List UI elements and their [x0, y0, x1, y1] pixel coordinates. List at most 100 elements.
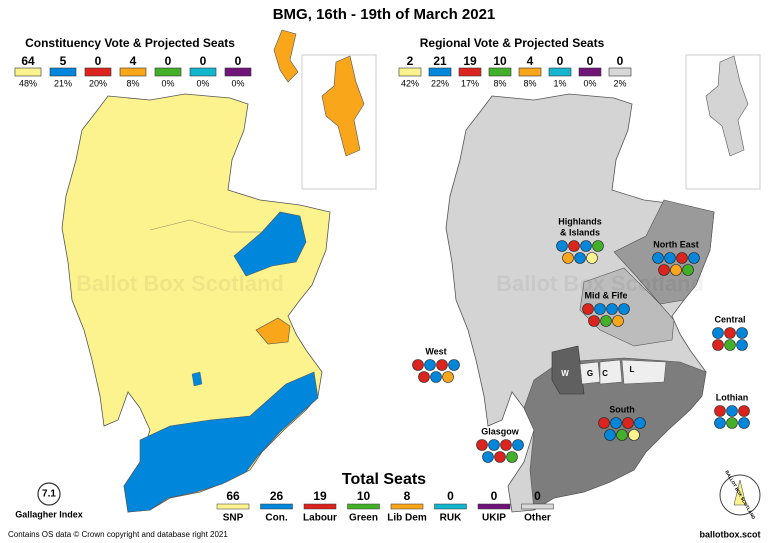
vote-share: 1% [553, 78, 566, 88]
seat [430, 371, 442, 383]
total-seats: 19 [313, 489, 327, 503]
seat [482, 451, 494, 463]
seat [586, 252, 598, 264]
party-bar [347, 503, 380, 510]
seat-count: 21 [433, 54, 447, 68]
seat-count: 4 [130, 54, 137, 68]
region-label: West [425, 346, 446, 356]
vote-share: 8% [523, 78, 536, 88]
vote-share: 21% [54, 78, 72, 88]
vote-share: 22% [431, 78, 449, 88]
seat [574, 252, 586, 264]
total-seats: 0 [534, 489, 541, 503]
region-label: Central [714, 314, 745, 324]
seat [562, 252, 574, 264]
seat [676, 252, 688, 264]
vote-share: 0% [196, 78, 209, 88]
party-bar [224, 67, 252, 77]
region-label: South [609, 404, 635, 414]
seat-count: 0 [587, 54, 594, 68]
party-name: RUK [440, 513, 462, 524]
party-bar [477, 503, 511, 510]
seat [712, 327, 724, 339]
vote-share: 2% [613, 78, 626, 88]
seat [664, 252, 676, 264]
party-bar [216, 503, 250, 510]
party-name: UKIP [482, 513, 506, 524]
region-label: & Islands [560, 227, 600, 237]
seat [512, 439, 524, 451]
vote-share: 42% [401, 78, 419, 88]
regional-title: Regional Vote & Projected Seats [420, 36, 605, 50]
party-name: Other [524, 513, 551, 524]
seat-count: 0 [200, 54, 207, 68]
seat-count: 5 [60, 54, 67, 68]
brand-logo [719, 474, 761, 516]
region-label: North East [653, 239, 699, 249]
party-bar [14, 67, 42, 77]
gallagher-badge [37, 482, 61, 506]
vote-share: 8% [493, 78, 506, 88]
gallagher-value: 7.1 [42, 489, 56, 500]
seat [418, 371, 430, 383]
party-bar [521, 503, 554, 510]
vote-share: 8% [126, 78, 139, 88]
title: BMG, 16th - 19th of March 2021 [273, 6, 496, 23]
map-letter: C [602, 369, 608, 378]
seat [736, 339, 748, 351]
vote-share: 48% [19, 78, 37, 88]
party-bar [189, 67, 217, 77]
party-bar [119, 67, 147, 77]
seat [628, 429, 640, 441]
party-bar [390, 503, 424, 510]
total-seats: 8 [404, 489, 411, 503]
seat [588, 315, 600, 327]
vote-share: 17% [461, 78, 479, 88]
seat-count: 2 [407, 54, 414, 68]
seat [612, 315, 624, 327]
party-bar [518, 67, 542, 77]
seat-count: 0 [557, 54, 564, 68]
seat [424, 359, 436, 371]
total-seats: 0 [491, 489, 498, 503]
map-letter: G [587, 369, 593, 378]
total-seats: 10 [357, 489, 371, 503]
party-name: Con. [265, 513, 287, 524]
vote-share: 20% [89, 78, 107, 88]
seat [688, 252, 700, 264]
map-letter: W [561, 369, 569, 378]
vote-share: 0% [161, 78, 174, 88]
vote-share: 0% [583, 78, 596, 88]
seat [582, 303, 594, 315]
seat-count: 0 [95, 54, 102, 68]
seat-count: 4 [527, 54, 534, 68]
seat [500, 439, 512, 451]
inset-box [301, 54, 377, 190]
watermark: Ballot Box Scotland [76, 271, 284, 296]
seat [738, 417, 750, 429]
party-bar [398, 67, 422, 77]
seat-count: 0 [235, 54, 242, 68]
party-bar [578, 67, 602, 77]
gallagher-label: Gallagher Index [15, 509, 83, 519]
party-bar [84, 67, 112, 77]
constituency-map [61, 29, 377, 513]
footer: Contains OS data © Crown copyright and d… [8, 530, 228, 539]
party-bar [434, 503, 467, 510]
seat [616, 429, 628, 441]
seat [714, 405, 726, 417]
seat [604, 429, 616, 441]
party-name: Lib Dem [387, 513, 427, 524]
party-name: Labour [303, 513, 337, 524]
region-label: Lothian [716, 392, 749, 402]
seat [594, 303, 606, 315]
seat [600, 315, 612, 327]
region-label: Highlands [558, 216, 602, 226]
total-title: Total Seats [342, 471, 426, 488]
seat [580, 240, 592, 252]
seat [634, 417, 646, 429]
seat [726, 417, 738, 429]
brand: ballotbox.scot [699, 529, 760, 539]
party-bar [548, 67, 572, 77]
